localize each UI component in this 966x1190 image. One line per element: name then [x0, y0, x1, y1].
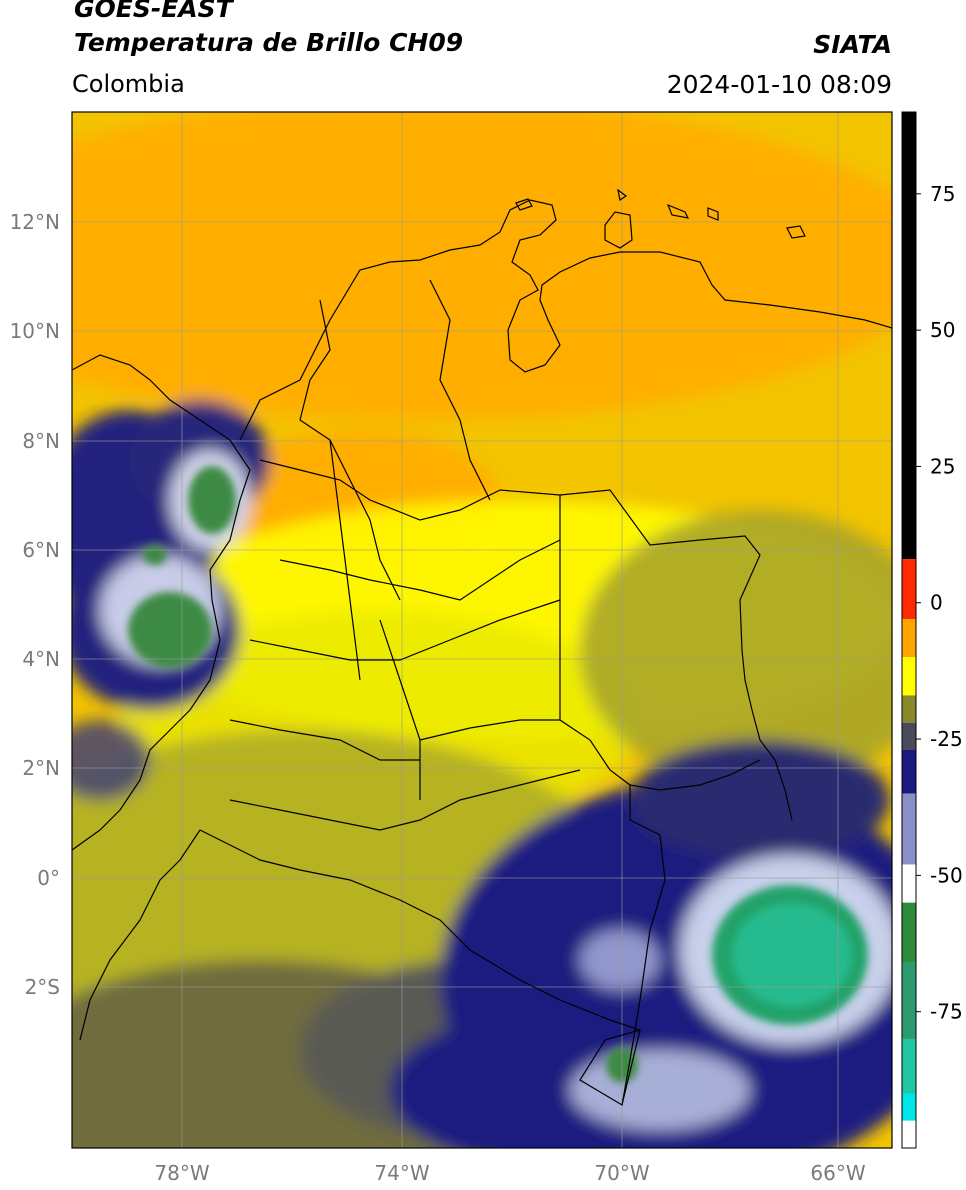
colorbar-tick-label: -75 [930, 1000, 963, 1024]
colorbar-segment [902, 902, 916, 963]
graticule [72, 112, 892, 1148]
lon-label: 74°W [374, 1161, 429, 1185]
colorbar-segment [902, 793, 916, 865]
lon-label: 66°W [810, 1161, 865, 1185]
map-frame [71, 111, 893, 1149]
latitude-labels: 12°N 10°N 8°N 6°N 4°N 2°N 0° 2°S [10, 210, 60, 999]
timestamp-label: 2024-01-10 08:09 [666, 70, 892, 99]
lat-label: 8°N [22, 429, 60, 453]
region-label: Colombia [72, 70, 185, 98]
colorbar-tick-label: 25 [930, 454, 955, 478]
colorbar-segment [902, 1038, 916, 1094]
colorbar-segment [902, 1120, 916, 1148]
colorbar-segment [902, 962, 916, 1039]
colorbar-segment [902, 695, 916, 723]
colorbar-tick-label: 50 [930, 318, 955, 342]
lat-label: 10°N [10, 319, 60, 343]
colorbar-tick-label: 75 [930, 182, 955, 206]
lat-label: 2°S [25, 975, 60, 999]
map-field [72, 112, 892, 1148]
colorbar-frame [901, 111, 917, 1149]
lat-label: 2°N [22, 756, 60, 780]
colorbar-segment [902, 657, 916, 696]
colorbar-tick-label: -50 [930, 863, 963, 887]
lat-label: 12°N [10, 210, 60, 234]
lat-label: 4°N [22, 647, 60, 671]
colorbar-segment [902, 749, 916, 794]
satellite-title: GOES-EAST [74, 0, 233, 23]
colorbar-segments [902, 112, 916, 1148]
colorbar-segment [902, 1093, 916, 1121]
colorbar-segment [902, 559, 916, 620]
agency-label: SIATA [813, 30, 892, 59]
lon-label: 78°W [154, 1161, 209, 1185]
borders [72, 188, 892, 1106]
colorbar-tick-label: 0 [930, 591, 943, 615]
colorbar-ticks: 75 50 25 0 -25 -50 -75 [916, 182, 963, 1024]
lon-label: 70°W [594, 1161, 649, 1185]
product-title: Temperatura de Brillo CH09 [74, 28, 464, 57]
colorbar-segment [902, 722, 916, 750]
colorbar-segment [902, 864, 916, 903]
colorbar-tick-label: -25 [930, 727, 963, 751]
lat-label: 6°N [22, 538, 60, 562]
colorbar-segment [902, 619, 916, 658]
colorbar-segment [902, 112, 916, 560]
longitude-labels: 78°W 74°W 70°W 66°W [154, 1161, 865, 1185]
lat-label: 0° [37, 866, 60, 890]
